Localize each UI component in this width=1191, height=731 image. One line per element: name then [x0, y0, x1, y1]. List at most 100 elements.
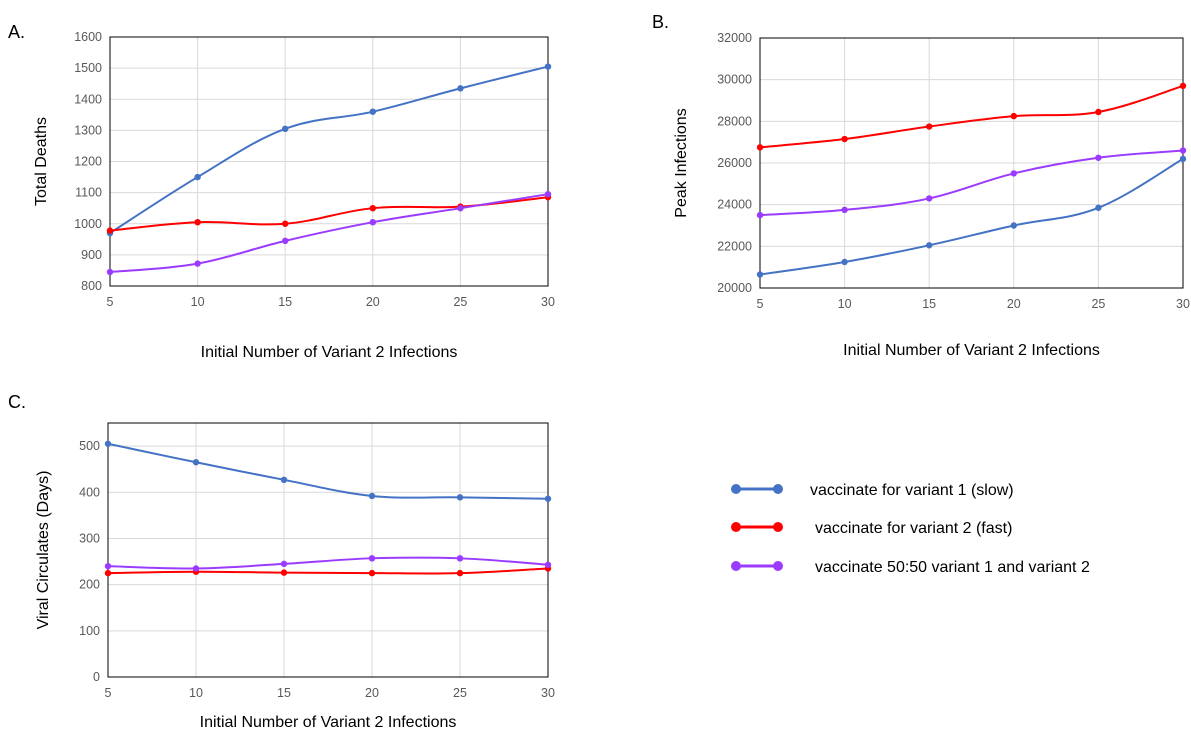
x-tick-label: 30: [541, 295, 555, 309]
y-tick-label: 1400: [74, 92, 102, 106]
data-point-series-2: [1179, 82, 1187, 90]
x-tick-label: 10: [191, 295, 205, 309]
series-line-2: [759, 84, 1184, 149]
data-point-series-2: [106, 227, 114, 234]
data-point-series-1: [457, 85, 464, 92]
legend-label: vaccinate for variant 1 (slow): [810, 482, 1014, 499]
data-point-series-2: [1095, 108, 1102, 116]
chart-panel-2: B. 20000 22000 24000 26000 28000 30000 32000 5 10…: [652, 12, 1190, 359]
y-tick-label: 400: [79, 485, 100, 499]
data-point-series-3: [544, 561, 552, 568]
x-tick-label: 25: [453, 686, 467, 700]
data-point-series-1: [280, 476, 288, 484]
data-point-series-1: [192, 459, 200, 466]
y-tick-label: 30000: [717, 73, 752, 87]
panel-letter: C.: [8, 392, 26, 412]
data-point-series-1: [1010, 222, 1017, 229]
data-point-series-3: [104, 562, 112, 570]
legend-item-3: vaccinate 50:50 variant 1 and variant 2: [731, 559, 1090, 576]
series-line-3: [759, 149, 1184, 217]
y-tick-label: 1500: [74, 61, 102, 75]
plot-area-frame: [759, 37, 1184, 289]
x-tick-label: 15: [922, 297, 936, 311]
x-tick-label: 30: [1176, 297, 1190, 311]
data-point-series-2: [104, 569, 112, 577]
y-tick-label: 100: [79, 624, 100, 638]
y-tick-label: 26000: [717, 156, 752, 170]
legend-swatch-marker: [773, 561, 783, 571]
data-point-series-2: [841, 135, 848, 143]
data-point-series-3: [282, 237, 289, 245]
x-tick-label: 5: [107, 295, 114, 309]
series-line-3: [109, 193, 549, 273]
legend-label: vaccinate for variant 2 (fast): [815, 520, 1012, 537]
data-point-series-1: [104, 440, 112, 447]
legend-swatch-marker: [731, 484, 741, 494]
data-point-series-3: [1095, 154, 1102, 161]
data-point-series-3: [544, 190, 552, 198]
data-point-series-1: [368, 492, 376, 500]
x-tick-label: 15: [277, 686, 291, 700]
data-point-series-3: [280, 560, 288, 568]
y-tick-label: 1100: [75, 186, 102, 200]
plot-area-frame: [109, 36, 549, 287]
data-point-series-1: [1095, 204, 1102, 211]
x-tick-label: 10: [189, 686, 203, 700]
legend-label: vaccinate 50:50 variant 1 and variant 2: [815, 559, 1090, 576]
data-point-series-3: [756, 211, 764, 219]
x-tick-label: 20: [366, 295, 380, 309]
data-point-series-2: [369, 204, 376, 212]
data-point-series-1: [369, 108, 376, 115]
y-tick-label: 1200: [74, 155, 102, 169]
data-point-series-3: [1010, 170, 1017, 177]
x-axis-title: Initial Number of Variant 2 Infections: [200, 714, 457, 731]
legend-item-1: vaccinate for variant 1 (slow): [731, 482, 1014, 499]
x-tick-label: 30: [541, 686, 555, 700]
data-point-series-3: [841, 206, 848, 214]
y-tick-label: 0: [93, 670, 100, 684]
data-point-series-3: [926, 195, 933, 202]
data-point-series-3: [456, 555, 464, 562]
data-point-series-1: [544, 63, 552, 70]
y-tick-label: 22000: [717, 239, 752, 253]
legend-swatch-marker: [773, 522, 783, 532]
legend-swatch-marker: [731, 561, 741, 571]
y-axis-title: Peak Infections: [673, 108, 690, 217]
legend-swatch-marker: [731, 522, 741, 532]
y-tick-label: 1000: [74, 217, 102, 231]
series-line-2: [107, 567, 549, 575]
legend-swatch-marker: [773, 484, 783, 494]
data-point-series-1: [456, 494, 464, 501]
series-line-1: [109, 65, 549, 234]
data-point-series-2: [280, 569, 288, 576]
data-point-series-2: [456, 569, 464, 577]
x-tick-label: 5: [757, 297, 764, 311]
y-tick-label: 200: [79, 578, 100, 592]
data-point-series-2: [282, 220, 289, 227]
data-point-series-1: [841, 258, 848, 266]
series-line-1: [107, 442, 549, 500]
data-point-series-1: [1179, 155, 1187, 163]
data-point-series-2: [1010, 112, 1017, 120]
y-tick-label: 32000: [717, 31, 752, 45]
y-tick-label: 900: [81, 248, 102, 262]
y-tick-label: 500: [79, 439, 100, 453]
data-point-series-1: [544, 495, 552, 502]
x-tick-label: 5: [105, 686, 112, 700]
chart-panel-1: A. 800 900 1000 1100 1200 1300 1400 1500 1600 5 10 1…: [8, 22, 555, 361]
data-point-series-1: [926, 242, 933, 249]
data-point-series-1: [282, 125, 289, 133]
data-point-series-3: [106, 268, 114, 276]
data-point-series-3: [457, 204, 464, 212]
x-axis-title: Initial Number of Variant 2 Infections: [201, 344, 458, 361]
y-tick-label: 300: [79, 531, 100, 545]
legend: vaccinate for variant 1 (slow) vaccinate …: [731, 482, 1090, 576]
y-axis-title: Viral Circulates (Days): [35, 471, 52, 630]
data-point-series-1: [756, 271, 764, 278]
series-line-3: [107, 556, 549, 570]
x-tick-label: 10: [838, 297, 852, 311]
data-point-series-2: [926, 123, 933, 130]
data-point-series-3: [192, 565, 200, 572]
